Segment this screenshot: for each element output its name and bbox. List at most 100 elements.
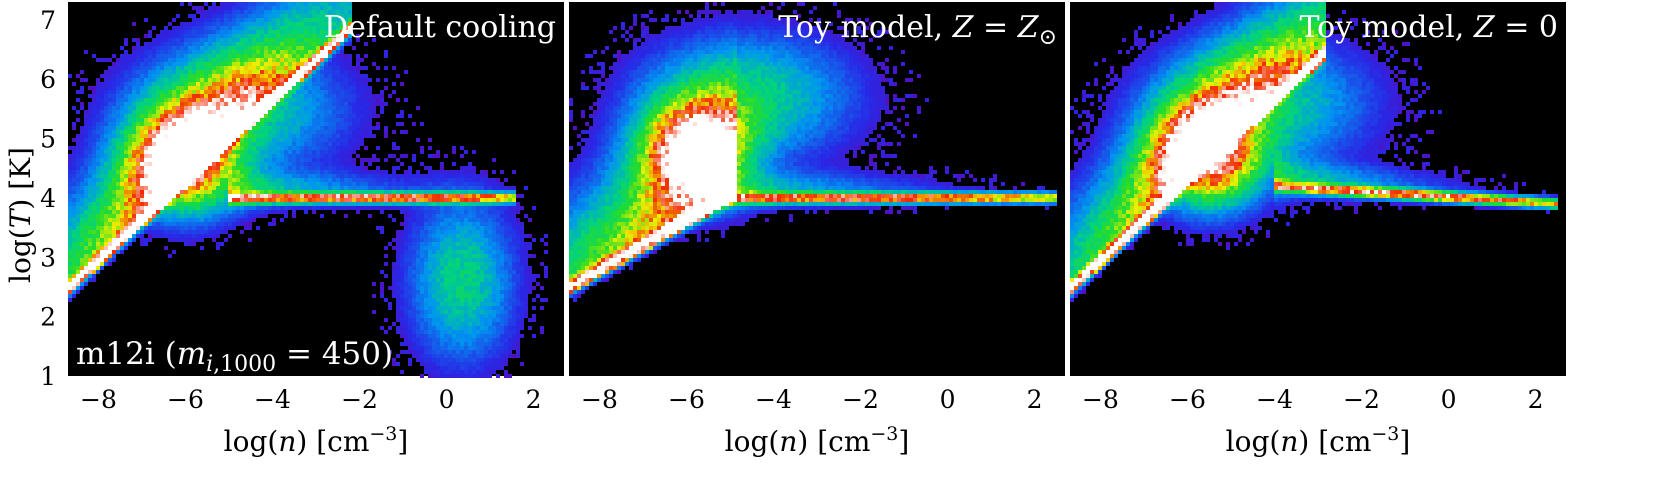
heatmap-cell [204,58,208,62]
heatmap-cell [252,66,256,70]
heatmap-cell [272,54,276,58]
heatmap-cell [292,166,296,170]
heatmap-cell [468,230,472,234]
heatmap-cell [472,190,476,194]
heatmap-cell [260,186,264,190]
heatmap-cell [288,146,292,150]
heatmap-cell [140,130,144,134]
heatmap-cell [244,182,248,186]
heatmap-cell [128,94,132,98]
heatmap-cell [248,134,252,138]
heatmap-cell [216,18,220,22]
heatmap-cell [212,214,216,218]
heatmap-cell [148,70,152,74]
heatmap-cell [296,74,300,78]
heatmap-cell [128,218,132,222]
heatmap-cell [400,122,404,126]
heatmap-cell [220,194,224,198]
heatmap-cell [500,250,504,254]
heatmap-cell [84,242,88,246]
heatmap-cell [284,214,288,218]
heatmap-cell [328,110,332,114]
heatmap-cell [244,58,248,62]
heatmap-cell [136,222,140,226]
heatmap-cell [436,270,440,274]
heatmap-cell [156,106,160,110]
heatmap-cell [136,190,140,194]
heatmap-cell [248,178,252,182]
heatmap-cell [400,178,404,182]
heatmap-cell [404,254,408,258]
heatmap-cell [476,198,480,202]
heatmap-cell [408,270,412,274]
heatmap-cell [264,106,268,110]
heatmap-cell [84,170,88,174]
heatmap-cell [132,74,136,78]
heatmap-cell [124,194,128,198]
heatmap-cell [188,114,192,118]
heatmap-cell [324,106,328,110]
heatmap-cell [156,54,160,58]
heatmap-cell [304,6,308,10]
heatmap-cell [296,182,300,186]
heatmap-cell [316,2,320,6]
heatmap-cell [232,58,236,62]
heatmap-cell [352,202,356,206]
heatmap-cell [324,114,328,118]
heatmap-cell [100,162,104,166]
heatmap-cell [112,66,116,70]
heatmap-cell [96,262,100,266]
heatmap-cell [360,178,364,182]
heatmap-cell [156,210,160,214]
heatmap-cell [460,174,464,178]
heatmap-cell [288,166,292,170]
heatmap-cell [120,198,124,202]
heatmap-cell [324,34,328,38]
heatmap-cell [300,54,304,58]
heatmap-cell [336,134,340,138]
heatmap-cell [456,226,460,230]
heatmap-cell [412,154,416,158]
heatmap-cell [412,214,416,218]
heatmap-cell [220,214,224,218]
heatmap-cell [88,86,92,90]
heatmap-cell [244,122,248,126]
heatmap-cell [220,58,224,62]
heatmap-cell [464,238,468,242]
heatmap-cell [500,198,504,202]
heatmap-cell [196,114,200,118]
heatmap-cell [480,210,484,214]
heatmap-cell [424,206,428,210]
heatmap-cell [336,110,340,114]
heatmap-cell [92,166,96,170]
heatmap-cell [220,206,224,210]
heatmap-cell [324,138,328,142]
heatmap-cell [208,126,212,130]
heatmap-cell [476,266,480,270]
heatmap-cell [220,62,224,66]
heatmap-cell [176,82,180,86]
heatmap-cell [296,106,300,110]
heatmap-cell [328,150,332,154]
heatmap-cell [188,98,192,102]
heatmap-cell [500,230,504,234]
heatmap-cell [184,74,188,78]
heatmap-cell [492,246,496,250]
heatmap-cell [340,110,344,114]
heatmap-cell [268,42,272,46]
heatmap-cell [104,90,108,94]
heatmap-cell [520,226,524,230]
heatmap-cell [392,190,396,194]
heatmap-cell [256,22,260,26]
heatmap-cell [212,142,216,146]
heatmap-cell [136,46,140,50]
heatmap-cell [108,114,112,118]
heatmap-cell [396,254,400,258]
heatmap-cell [164,174,168,178]
heatmap-cell [176,138,180,142]
heatmap-cell [72,126,76,130]
heatmap-cell [160,106,164,110]
heatmap-cell [540,238,544,242]
heatmap-cell [120,134,124,138]
heatmap-cell [276,90,280,94]
